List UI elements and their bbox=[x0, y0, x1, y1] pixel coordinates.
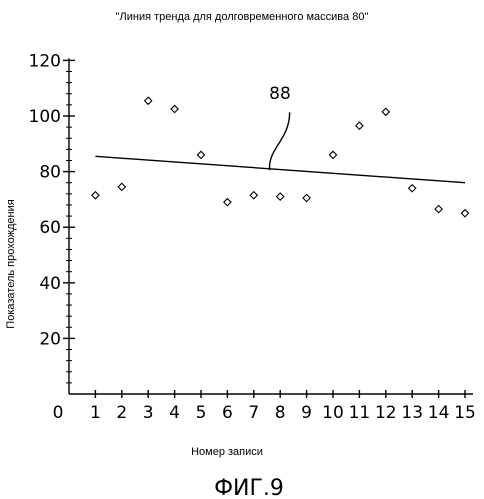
annotation-leader bbox=[270, 112, 290, 170]
x-tick-label: 3 bbox=[143, 403, 154, 423]
x-tick-label: 7 bbox=[248, 403, 259, 423]
data-point bbox=[92, 192, 99, 199]
y-tick-label: 60 bbox=[39, 218, 61, 238]
data-point bbox=[145, 97, 152, 104]
data-point bbox=[461, 210, 468, 217]
data-point bbox=[356, 122, 363, 129]
x-tick-label: 2 bbox=[116, 403, 127, 423]
data-point bbox=[197, 151, 204, 158]
annotation-label: 88 bbox=[269, 84, 291, 104]
x-tick-label: 9 bbox=[301, 403, 312, 423]
x-axis-label: Номер записи bbox=[191, 446, 263, 458]
data-point bbox=[250, 192, 257, 199]
y-axis-label: Показатель прохождения bbox=[5, 199, 17, 328]
y-tick-label: 20 bbox=[39, 329, 61, 349]
data-point bbox=[382, 108, 389, 115]
x-tick-label: 5 bbox=[196, 403, 207, 423]
x-tick-label: 0 bbox=[53, 403, 64, 423]
y-tick-label: 40 bbox=[39, 274, 61, 294]
x-tick-label: 10 bbox=[322, 403, 344, 423]
x-tick-label: 6 bbox=[222, 403, 233, 423]
x-tick-label: 1 bbox=[90, 403, 101, 423]
axes: 204060801001200123456789101112131415 bbox=[29, 51, 476, 423]
data-point bbox=[277, 193, 284, 200]
y-tick-label: 120 bbox=[29, 51, 61, 71]
x-tick-label: 8 bbox=[275, 403, 286, 423]
data-marks bbox=[92, 97, 469, 217]
chart-title: "Линия тренда для долговременного массив… bbox=[116, 11, 369, 23]
x-tick-label: 11 bbox=[349, 403, 371, 423]
data-point bbox=[224, 199, 231, 206]
data-point bbox=[329, 151, 336, 158]
figure-label: ФИГ.9 bbox=[214, 476, 284, 499]
data-point bbox=[303, 194, 310, 201]
x-tick-label: 15 bbox=[454, 403, 476, 423]
x-tick-label: 13 bbox=[401, 403, 423, 423]
x-tick-label: 4 bbox=[169, 403, 180, 423]
trend-line bbox=[95, 156, 465, 182]
x-tick-label: 12 bbox=[375, 403, 397, 423]
y-tick-label: 100 bbox=[29, 107, 61, 127]
data-point bbox=[171, 105, 178, 112]
y-tick-label: 80 bbox=[39, 163, 61, 183]
data-point bbox=[409, 185, 416, 192]
data-point bbox=[435, 206, 442, 213]
x-tick-label: 14 bbox=[428, 403, 450, 423]
data-point bbox=[118, 183, 125, 190]
